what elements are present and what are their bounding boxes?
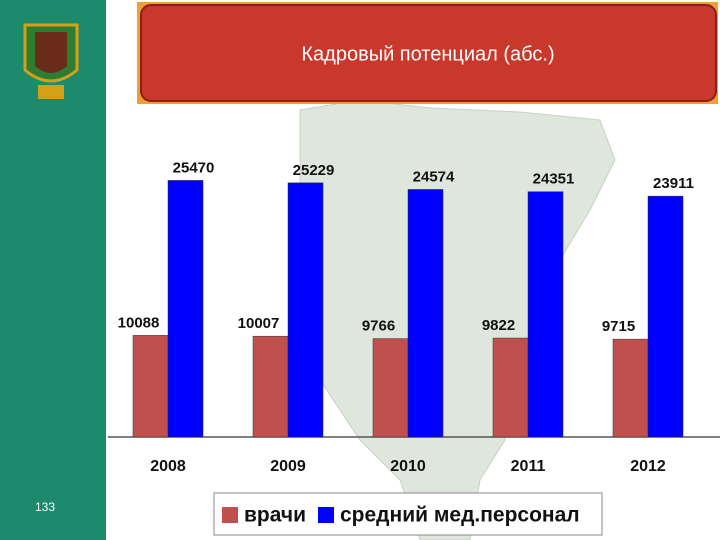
emblem (23, 23, 79, 99)
bar (647, 195, 684, 438)
data-label: 24351 (533, 171, 575, 188)
x-tick-label: 2008 (150, 458, 186, 475)
bar (167, 180, 204, 438)
bar (372, 338, 409, 438)
legend-label: врачи (244, 504, 306, 527)
legend-label: средний мед.персонал (340, 504, 580, 527)
x-tick-label: 2011 (511, 458, 546, 475)
bar (287, 182, 324, 438)
data-label: 9822 (482, 317, 515, 334)
data-label: 23911 (653, 175, 694, 192)
data-label: 10007 (238, 315, 280, 332)
data-label: 24574 (413, 168, 455, 185)
x-tick-label: 2009 (270, 458, 306, 475)
title-box (140, 4, 717, 102)
data-label: 9766 (362, 318, 395, 335)
bar (612, 338, 649, 438)
bar (527, 191, 564, 438)
x-tick-label: 2012 (630, 458, 666, 475)
chart-title: Кадровый потенциал (абс.) (301, 43, 554, 65)
data-label: 10088 (118, 314, 160, 331)
legend-swatch (318, 507, 334, 523)
legend-swatch (222, 507, 238, 523)
page-number: 133 (35, 500, 55, 514)
bar (407, 189, 444, 438)
data-label: 25229 (293, 162, 335, 179)
bar (252, 335, 289, 438)
data-label: 9715 (602, 318, 635, 335)
legend (213, 492, 603, 536)
bar (132, 335, 169, 438)
data-label: 25470 (173, 159, 215, 176)
bar (492, 337, 529, 438)
x-tick-label: 2010 (390, 458, 426, 475)
